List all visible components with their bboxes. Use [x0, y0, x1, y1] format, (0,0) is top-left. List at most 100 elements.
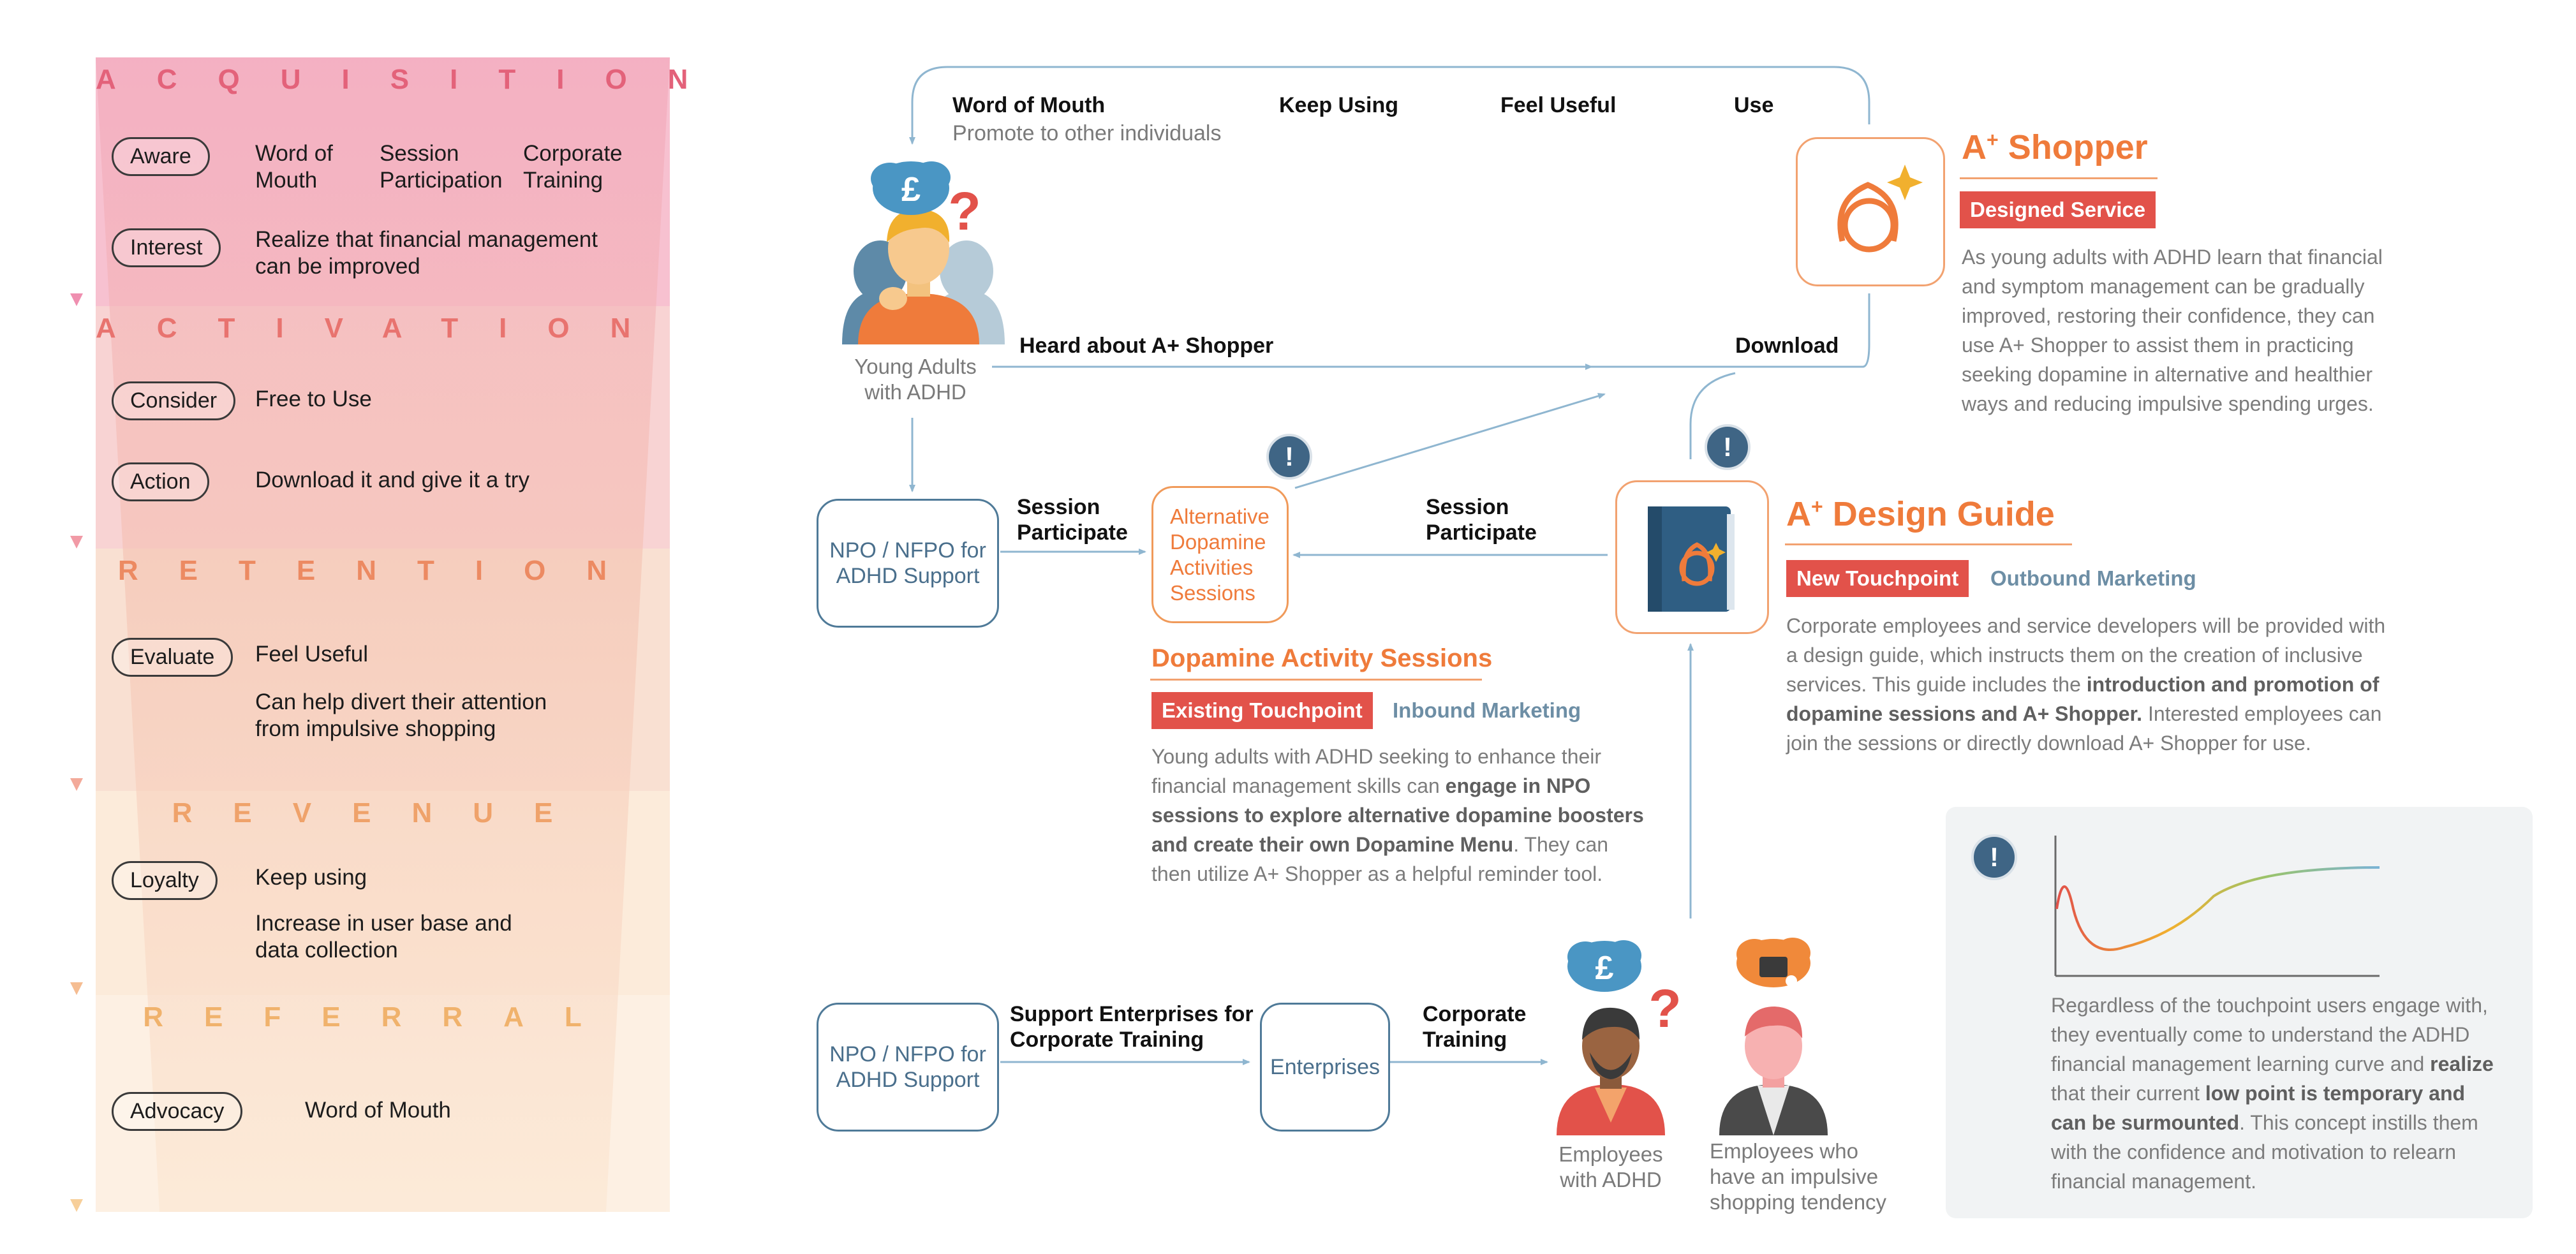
sessions-text-2: . They can then utilize A+ Shopper as a …: [1151, 833, 1609, 885]
label-support-enterprises: Support Enterprises for Corporate Traini…: [1010, 1002, 1254, 1052]
tag-existing-touchpoint: Existing Touchpoint: [1151, 692, 1373, 729]
guide-title-plus: +: [1811, 495, 1823, 518]
stage-title-retention: RETENTION: [117, 555, 648, 586]
label-word-of-mouth: Word of Mouth: [952, 93, 1106, 117]
employees-adhd-caption: Employees with ADHD: [1558, 1142, 1663, 1191]
employees-impulsive-illustration: [1719, 938, 1828, 1135]
tag-outbound-marketing: Outbound Marketing: [1990, 566, 2196, 590]
a-plus-logo-icon: [1837, 165, 1923, 253]
shopper-description: As young adults with ADHD learn that fin…: [1962, 246, 2383, 415]
pill-interest: Interest: [112, 228, 221, 267]
stage-arrow: [70, 982, 83, 995]
guide-title-underline: [1785, 543, 2072, 545]
curve-bold-1: realize: [2430, 1052, 2494, 1075]
download-line: [992, 293, 1870, 368]
shopper-title-plus: +: [1987, 128, 1999, 151]
label-use: Use: [1734, 93, 1774, 117]
pill-consider: Consider: [112, 381, 236, 420]
npo-box-1: NPO / NFPO for ADHD Support: [817, 499, 999, 628]
employees-adhd-illustration: £ ?: [1557, 940, 1682, 1135]
svg-text:£: £: [901, 170, 921, 209]
tag-new-touchpoint: New Touchpoint: [1786, 560, 1969, 597]
pill-action: Action: [112, 462, 209, 501]
sessions-to-download: [1294, 393, 1606, 489]
consider-text: Free to Use: [255, 387, 372, 411]
guide-text-2: Interested employees can join the sessio…: [1786, 702, 2382, 755]
label-heard: Heard about A+ Shopper: [1019, 334, 1274, 358]
stage-title-activation: ACTIVATION: [96, 313, 672, 344]
svg-text:?: ?: [948, 181, 981, 241]
learning-curve-card: [1946, 807, 2533, 1218]
stage-title-referral: REFERRAL: [143, 1001, 623, 1033]
loyalty-text-1: Keep using: [255, 865, 367, 890]
stage-arrow: [70, 536, 83, 549]
npo-box-2: NPO / NFPO for ADHD Support: [817, 1003, 999, 1132]
tag-designed-service: Designed Service: [1960, 191, 2156, 228]
aware-text-3: Corporate Training: [523, 141, 623, 193]
alert-icon-sessions: !: [1266, 434, 1312, 480]
guide-text-1: Corporate employees and service develope…: [1786, 614, 2386, 696]
alert-icon-curve: !: [1971, 834, 2017, 880]
tag-inbound-marketing: Inbound Marketing: [1393, 698, 1581, 722]
curve-bold-2: low point is temporary and can be surmou…: [2051, 1082, 2466, 1134]
design-guide-title: A+ Design Guide: [1786, 494, 2055, 534]
aware-text-2: Session Participation: [380, 141, 503, 193]
guide-title-rest: Design Guide: [1823, 495, 2055, 533]
curve-text-3: . This concept instills them with the co…: [2051, 1111, 2478, 1193]
learning-curve-line: [2055, 866, 2380, 951]
shopper-title-a: A: [1962, 128, 1987, 166]
shopper-title: A+ Shopper: [1962, 128, 2148, 167]
loyalty-text-2: Increase in user base and data collectio…: [255, 911, 512, 963]
svg-text:£: £: [1595, 950, 1614, 987]
action-text: Download it and give it a try: [255, 468, 529, 492]
shopping-bag-bubble: [1736, 938, 1810, 987]
pill-aware: Aware: [112, 137, 210, 176]
label-keep-using: Keep Using: [1279, 93, 1399, 117]
curve-text-2: that their current: [2051, 1082, 2205, 1105]
pill-evaluate: Evaluate: [112, 638, 233, 677]
stage-arrow: [70, 1199, 83, 1212]
pill-advocacy: Advocacy: [112, 1092, 243, 1131]
young-adults-caption: Young Adults with ADHD: [854, 355, 977, 404]
shopper-title-underline: [1960, 177, 2158, 179]
label-feel-useful: Feel Useful: [1500, 93, 1617, 117]
learning-curve-chart: [2054, 836, 2380, 977]
shopper-app-tile: [1796, 137, 1945, 286]
guide-to-download: [1689, 372, 1736, 459]
guide-text-bold: introduction and promotion of dopamine s…: [1786, 673, 2380, 725]
stage-arrow: [70, 293, 83, 306]
evaluate-text-1: Feel Useful: [255, 642, 369, 667]
label-promote: Promote to other individuals: [952, 121, 1222, 145]
enterprises-box: Enterprises: [1260, 1003, 1390, 1132]
design-guide-tile: [1615, 480, 1769, 634]
pound-bubble: £: [1567, 940, 1641, 992]
pound-bubble: £: [871, 161, 951, 215]
aarrr-funnel: ACQUISITION ACTIVATION RETENTION REVENUE…: [70, 57, 729, 1212]
guide-title-a: A: [1786, 495, 1811, 533]
sessions-title-underline: [1150, 679, 1482, 681]
label-corporate-training: Corporate Training: [1423, 1002, 1527, 1052]
alert-icon-guide: !: [1705, 424, 1751, 470]
curve-description: Regardless of the touchpoint users engag…: [2051, 991, 2498, 1196]
curve-text-1: Regardless of the touchpoint users engag…: [2051, 994, 2488, 1075]
alt-sessions-box: Alternative Dopamine Activities Sessions: [1151, 486, 1289, 623]
sessions-text-1: Young adults with ADHD seeking to enhanc…: [1151, 745, 1602, 797]
advocacy-text: Word of Mouth: [305, 1098, 451, 1123]
stage-title-revenue: REVENUE: [172, 797, 594, 829]
loop-arrow-top: [909, 66, 1870, 145]
evaluate-text-2: Can help divert their attention from imp…: [255, 690, 547, 741]
sessions-title: Dopamine Activity Sessions: [1151, 644, 1493, 672]
employees-impulsive-caption: Employees who have an impulsive shopping…: [1710, 1139, 1887, 1214]
svg-text:?: ?: [1648, 978, 1681, 1038]
interest-text: Realize that financial management can be…: [255, 227, 598, 279]
stage-title-acquisition: ACQUISITION: [96, 64, 729, 95]
label-session-participate-2: Session Participate: [1426, 495, 1537, 545]
aware-text-1: Word of Mouth: [255, 141, 333, 193]
label-session-participate-1: Session Participate: [1017, 495, 1128, 545]
young-adults-illustration: £ ?: [842, 161, 1005, 344]
pill-loyalty: Loyalty: [112, 861, 218, 900]
stage-arrow: [70, 778, 83, 791]
shopper-title-rest: Shopper: [1998, 128, 2148, 166]
label-download: Download: [1735, 334, 1839, 358]
